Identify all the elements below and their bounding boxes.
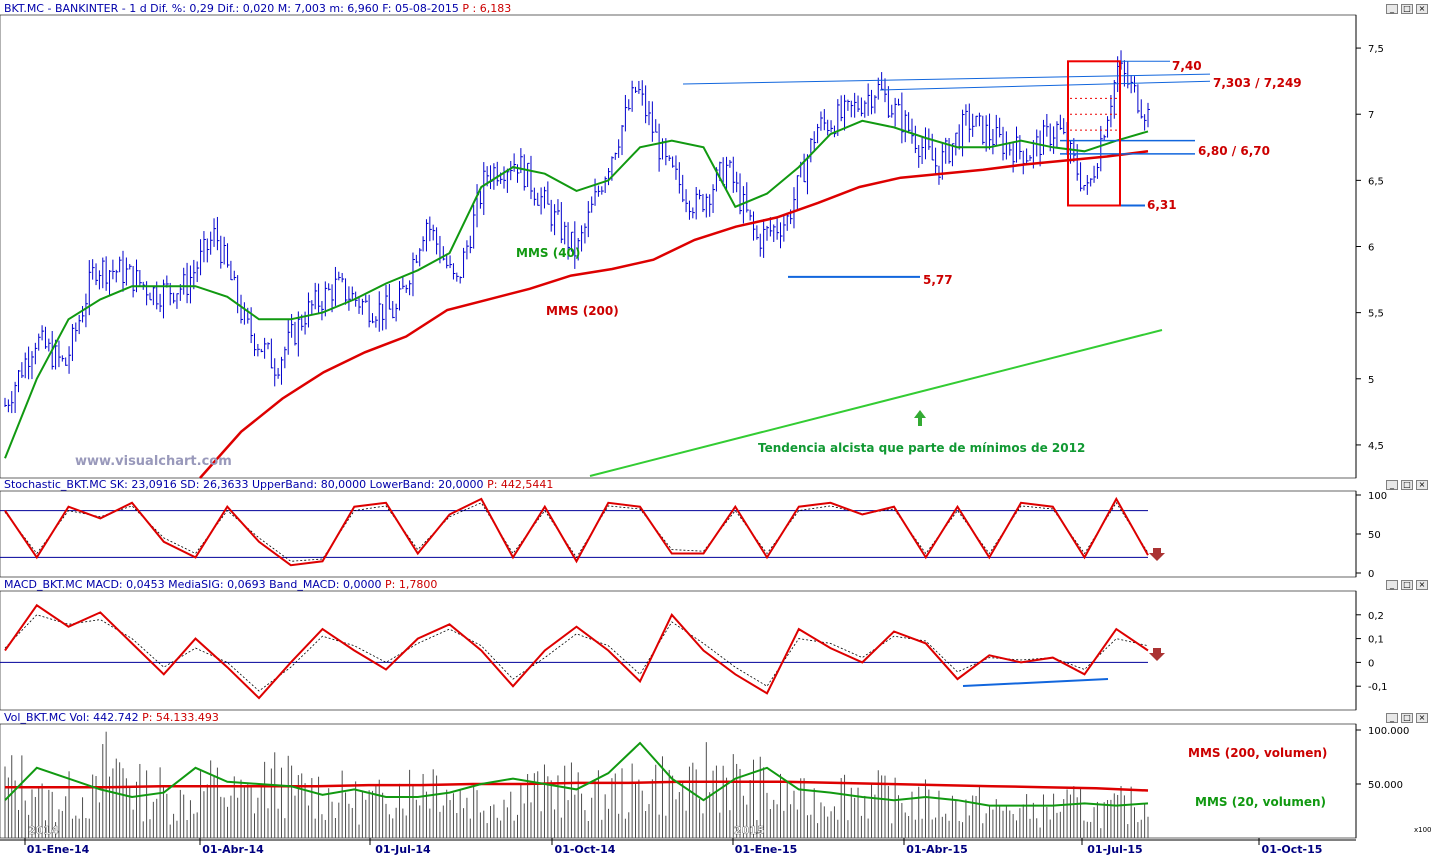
macd-y-tick-label: 0,2 <box>1368 611 1384 622</box>
restore-button[interactable]: □ <box>1401 480 1413 490</box>
stoch-panel-frame <box>0 490 1357 578</box>
trend-line <box>589 329 1163 477</box>
minimize-button[interactable]: _ <box>1386 580 1398 590</box>
stoch-y-tick-label: 50 <box>1368 530 1381 541</box>
label-trend: Tendencia alcista que parte de mínimos d… <box>758 441 1085 455</box>
close-button[interactable]: × <box>1416 580 1428 590</box>
x-tick-label: 01-Abr-15 <box>906 843 968 856</box>
stoch-sd-line <box>4 502 1149 562</box>
label-577: 5,77 <box>923 273 953 287</box>
label-680: 6,80 / 6,70 <box>1198 144 1270 158</box>
macd-y-tick-label: 0,1 <box>1368 635 1384 646</box>
price-y-tick-label: 5 <box>1368 375 1374 386</box>
macd-title-text: MACD_BKT.MC MACD: 0,0453 MediaSIG: 0,069… <box>4 578 382 591</box>
label-7303: 7,303 / 7,249 <box>1213 76 1302 90</box>
price-title-pval: P : 6,183 <box>462 2 512 15</box>
price-y-tick-label: 7,5 <box>1368 44 1384 55</box>
label-631: 6,31 <box>1147 198 1177 212</box>
stoch-panel-title: Stochastic_BKT.MC SK: 23,0916 SD: 26,363… <box>4 478 553 491</box>
macd-panel-frame <box>0 590 1357 711</box>
macd-panel-title: MACD_BKT.MC MACD: 0,0453 MediaSIG: 0,069… <box>4 578 437 591</box>
price-title-text: BKT.MC - BANKINTER - 1 d Dif. %: 0,29 Di… <box>4 2 459 15</box>
price-y-tick-label: 6 <box>1368 243 1374 254</box>
restore-button[interactable]: □ <box>1401 580 1413 590</box>
x-tick-label: 01-Oct-15 <box>1262 843 1323 856</box>
restore-button[interactable]: □ <box>1401 4 1413 14</box>
stoch-title-pval: P: 442,5441 <box>487 478 554 491</box>
macd-y-tick-label: 0 <box>1368 658 1374 669</box>
arrow-up-icon <box>914 410 926 426</box>
resistance-7303-line <box>682 73 1211 85</box>
price-y-tick-label: 6,5 <box>1368 176 1384 187</box>
label-mms200: MMS (200) <box>546 304 619 318</box>
mms40-line <box>4 119 1149 459</box>
stoch-panel-buttons: _ □ × <box>1386 480 1428 490</box>
vol-title-pval: P: 54.133.493 <box>142 711 219 724</box>
x-tick-label: 01-Abr-14 <box>202 843 264 856</box>
label-vol-mms200: MMS (200, volumen) <box>1188 746 1327 760</box>
minimize-button[interactable]: _ <box>1386 4 1398 14</box>
vol-mms20-line <box>4 741 1149 807</box>
vol-y-tick-label: 100.000 <box>1368 726 1409 737</box>
label-740: 7,40 <box>1172 59 1202 73</box>
vol-title-text: Vol_BKT.MC Vol: 442.742 <box>4 711 139 724</box>
close-button[interactable]: × <box>1416 713 1428 723</box>
vol-panel-title: Vol_BKT.MC Vol: 442.742 P: 54.133.493 <box>4 711 219 724</box>
x-tick-label: 01-Ene-15 <box>735 843 798 856</box>
minimize-button[interactable]: _ <box>1386 713 1398 723</box>
macd-divergence-line <box>962 678 1109 687</box>
price-panel-buttons: _ □ × <box>1386 4 1428 14</box>
year-label-2014: 2014 <box>28 824 59 837</box>
macd-signal-line <box>4 614 1149 692</box>
vol-mms200-line <box>5 780 1149 792</box>
minimize-button[interactable]: _ <box>1386 480 1398 490</box>
price-y-tick-label: 5,5 <box>1368 309 1384 320</box>
watermark: www.visualchart.com <box>75 454 232 469</box>
stoch-sk-line <box>4 496 1149 567</box>
stoch-title-text: Stochastic_BKT.MC SK: 23,0916 SD: 26,363… <box>4 478 484 491</box>
close-button[interactable]: × <box>1416 4 1428 14</box>
x100-label: x100 <box>1414 826 1432 834</box>
x-tick-label: 01-Ene-14 <box>27 843 90 856</box>
year-label-2015: 2015 <box>734 824 765 837</box>
restore-button[interactable]: □ <box>1401 713 1413 723</box>
vol-y-tick-label: 50.000 <box>1368 780 1403 791</box>
resistance-7249-line <box>879 80 1211 91</box>
close-button[interactable]: × <box>1416 480 1428 490</box>
stoch-y-tick-label: 100 <box>1368 491 1387 502</box>
x-tick-label: 01-Oct-14 <box>555 843 616 856</box>
x-tick-label: 01-Jul-15 <box>1087 843 1142 856</box>
highlight-box <box>1067 60 1121 207</box>
vol-panel-buttons: _ □ × <box>1386 713 1428 723</box>
price-panel-title: BKT.MC - BANKINTER - 1 d Dif. %: 0,29 Di… <box>4 2 511 15</box>
label-mms40: MMS (40) <box>516 246 580 260</box>
macd-panel-buttons: _ □ × <box>1386 580 1428 590</box>
price-y-tick-label: 4,5 <box>1368 441 1384 452</box>
mms200-line <box>199 150 1149 479</box>
macd-line <box>4 603 1149 700</box>
arrow-down-icon <box>1149 548 1165 561</box>
x-tick-label: 01-Jul-14 <box>375 843 431 856</box>
stoch-y-tick-label: 0 <box>1368 569 1374 580</box>
macd-title-pval: P: 1,7800 <box>385 578 438 591</box>
label-vol-mms20: MMS (20, volumen) <box>1195 795 1326 809</box>
price-y-tick-label: 7 <box>1368 110 1374 121</box>
macd-y-tick-label: -0,1 <box>1368 682 1388 693</box>
arrow-down-icon <box>1149 648 1165 661</box>
